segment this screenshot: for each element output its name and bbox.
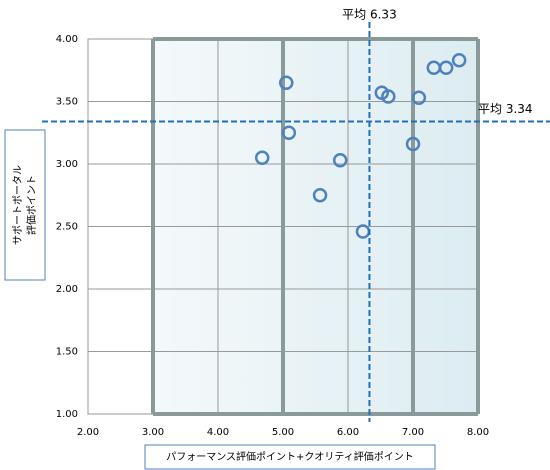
y-tick-label: 3.00 <box>56 159 78 170</box>
y-tick-label: 2.50 <box>56 222 78 233</box>
y-axis-label: サポートポータル <box>12 165 24 245</box>
point <box>279 75 294 90</box>
y-tick-label: 2.00 <box>56 284 78 295</box>
x-tick-label: 6.00 <box>337 427 359 438</box>
y-axis-label: 評価ポイント <box>25 175 38 235</box>
point <box>411 90 427 105</box>
point <box>438 60 454 75</box>
annotation: 平均 3.34 <box>478 102 533 116</box>
y-tick-label: 1.50 <box>56 347 78 358</box>
x-label-box <box>144 444 436 470</box>
point <box>451 53 467 68</box>
x-tick-label: 4.00 <box>207 427 229 438</box>
point <box>405 136 421 152</box>
x-tick-label: 3.00 <box>142 427 164 438</box>
point <box>381 89 396 104</box>
point <box>332 153 348 168</box>
point <box>312 188 328 203</box>
point <box>254 150 270 165</box>
annotation: 平均 6.33 <box>342 8 397 22</box>
y-tick-label: 1.00 <box>56 409 78 420</box>
x-tick-label: 8.00 <box>467 427 489 438</box>
x-tick-label: 7.00 <box>402 427 424 438</box>
y-tick-label: 3.50 <box>56 97 78 108</box>
y-tick-label: 4.00 <box>56 34 78 45</box>
x-axis-label: パフォーマンス評価ポイント+クオリティ評価ポイント <box>166 450 414 463</box>
y-label-box <box>4 129 46 281</box>
point <box>281 125 297 140</box>
x-tick-label: 5.00 <box>272 427 294 438</box>
x-tick-label: 2.00 <box>77 427 99 438</box>
